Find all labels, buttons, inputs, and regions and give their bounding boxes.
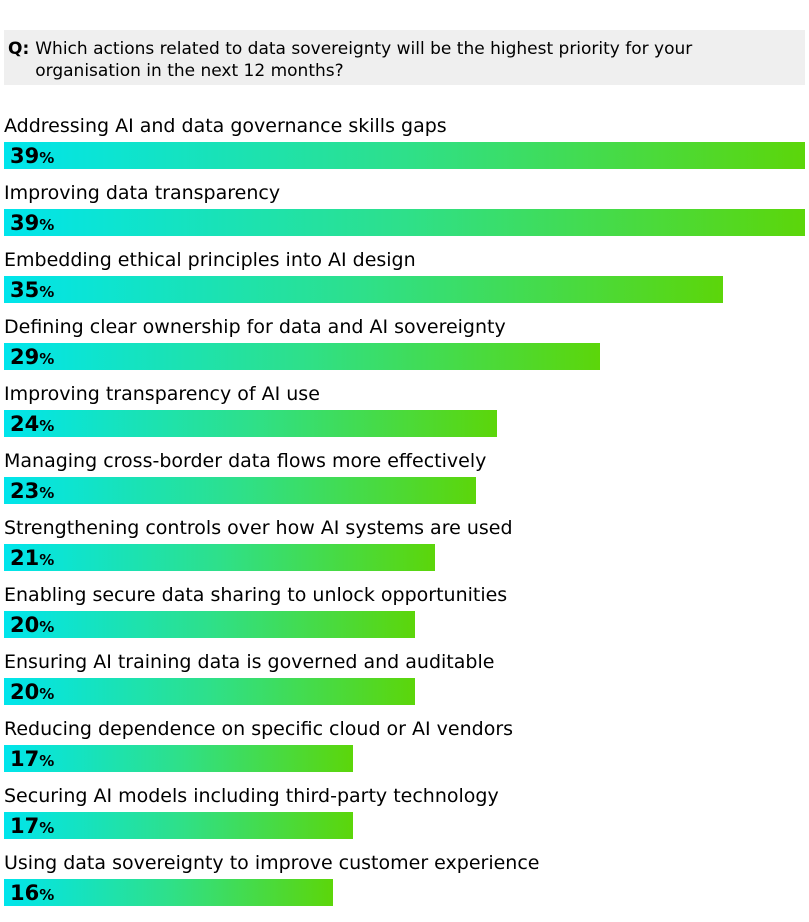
bar bbox=[4, 142, 805, 169]
bar-value-suffix: % bbox=[39, 819, 55, 837]
bar-category-label: Defining clear ownership for data and AI… bbox=[4, 316, 506, 338]
bar-value-suffix: % bbox=[39, 618, 55, 636]
bar-value-label: 39% bbox=[10, 209, 54, 236]
bar-row: Ensuring AI training data is governed an… bbox=[4, 650, 805, 710]
bar-category-label: Ensuring AI training data is governed an… bbox=[4, 651, 495, 673]
bar-value-number: 23 bbox=[10, 479, 40, 503]
bar-value-number: 20 bbox=[10, 680, 40, 704]
bar-value-label: 24% bbox=[10, 410, 54, 437]
bar-value-label: 23% bbox=[10, 477, 54, 504]
question-row: Q: Which actions related to data soverei… bbox=[8, 38, 795, 82]
bar-track: 24% bbox=[4, 410, 805, 437]
bar-category-label: Improving transparency of AI use bbox=[4, 383, 320, 405]
bar-category-label: Strengthening controls over how AI syste… bbox=[4, 517, 513, 539]
bar bbox=[4, 544, 435, 571]
bar-value-suffix: % bbox=[39, 417, 55, 435]
bar bbox=[4, 745, 353, 772]
bar-value-label: 17% bbox=[10, 812, 54, 839]
bar-track: 39% bbox=[4, 209, 805, 236]
bar-value-suffix: % bbox=[39, 752, 55, 770]
bar-value-label: 35% bbox=[10, 276, 54, 303]
bar-row: Improving data transparency 39% bbox=[4, 181, 805, 241]
bar-value-suffix: % bbox=[39, 551, 55, 569]
bar-category-label: Managing cross-border data flows more ef… bbox=[4, 450, 487, 472]
bar-value-number: 16 bbox=[10, 881, 40, 905]
bar-category-label: Using data sovereignty to improve custom… bbox=[4, 852, 540, 874]
bar-category-label: Improving data transparency bbox=[4, 182, 281, 204]
bar-track: 29% bbox=[4, 343, 805, 370]
bar-value-number: 17 bbox=[10, 814, 40, 838]
bar-row: Reducing dependence on specific cloud or… bbox=[4, 717, 805, 777]
bar bbox=[4, 678, 415, 705]
bar-track: 23% bbox=[4, 477, 805, 504]
bar bbox=[4, 209, 805, 236]
bar-row: Embedding ethical principles into AI des… bbox=[4, 248, 805, 308]
bar bbox=[4, 343, 600, 370]
bar bbox=[4, 611, 415, 638]
bar-value-number: 39 bbox=[10, 211, 40, 235]
question-box: Q: Which actions related to data soverei… bbox=[4, 30, 805, 85]
bar-track: 21% bbox=[4, 544, 805, 571]
bar-category-label: Addressing AI and data governance skills… bbox=[4, 115, 447, 137]
question-text: Which actions related to data sovereignt… bbox=[35, 39, 693, 81]
bar-value-number: 39 bbox=[10, 144, 40, 168]
bar-row: Securing AI models including third-party… bbox=[4, 784, 805, 844]
bar-row: Strengthening controls over how AI syste… bbox=[4, 516, 805, 576]
bar-value-label: 17% bbox=[10, 745, 54, 772]
bar-category-label: Securing AI models including third-party… bbox=[4, 785, 499, 807]
bar-value-suffix: % bbox=[39, 350, 55, 368]
bar-row: Enabling secure data sharing to unlock o… bbox=[4, 583, 805, 643]
bar bbox=[4, 812, 353, 839]
bar-track: 20% bbox=[4, 611, 805, 638]
bar bbox=[4, 410, 497, 437]
bar-value-label: 21% bbox=[10, 544, 54, 571]
bar-track: 16% bbox=[4, 879, 805, 906]
bar-value-number: 24 bbox=[10, 412, 40, 436]
bar-track: 17% bbox=[4, 745, 805, 772]
bar bbox=[4, 477, 476, 504]
bar-value-label: 20% bbox=[10, 611, 54, 638]
bar-value-suffix: % bbox=[39, 216, 55, 234]
bar-row: Using data sovereignty to improve custom… bbox=[4, 851, 805, 911]
bar bbox=[4, 276, 723, 303]
bar-value-suffix: % bbox=[39, 685, 55, 703]
bar-value-number: 20 bbox=[10, 613, 40, 637]
bar-category-label: Enabling secure data sharing to unlock o… bbox=[4, 584, 508, 606]
bar bbox=[4, 879, 333, 906]
bar-value-suffix: % bbox=[39, 283, 55, 301]
bar-category-label: Reducing dependence on specific cloud or… bbox=[4, 718, 514, 740]
bar-value-number: 21 bbox=[10, 546, 40, 570]
bar-row: Addressing AI and data governance skills… bbox=[4, 114, 805, 174]
bar-value-label: 20% bbox=[10, 678, 54, 705]
bar-track: 35% bbox=[4, 276, 805, 303]
bar-track: 17% bbox=[4, 812, 805, 839]
bar-value-number: 17 bbox=[10, 747, 40, 771]
bar-value-number: 35 bbox=[10, 278, 40, 302]
bar-value-suffix: % bbox=[39, 484, 55, 502]
bar-value-label: 16% bbox=[10, 879, 54, 906]
bar-track: 20% bbox=[4, 678, 805, 705]
bar-value-number: 29 bbox=[10, 345, 40, 369]
bar-value-label: 29% bbox=[10, 343, 54, 370]
bar-category-label: Embedding ethical principles into AI des… bbox=[4, 249, 416, 271]
bar-value-suffix: % bbox=[39, 149, 55, 167]
bar-value-label: 39% bbox=[10, 142, 54, 169]
bar-row: Improving transparency of AI use 24% bbox=[4, 382, 805, 442]
bar-value-suffix: % bbox=[39, 886, 55, 904]
bar-track: 39% bbox=[4, 142, 805, 169]
question-prefix: Q: bbox=[8, 39, 30, 59]
bar-row: Defining clear ownership for data and AI… bbox=[4, 315, 805, 375]
bar-row: Managing cross-border data flows more ef… bbox=[4, 449, 805, 509]
